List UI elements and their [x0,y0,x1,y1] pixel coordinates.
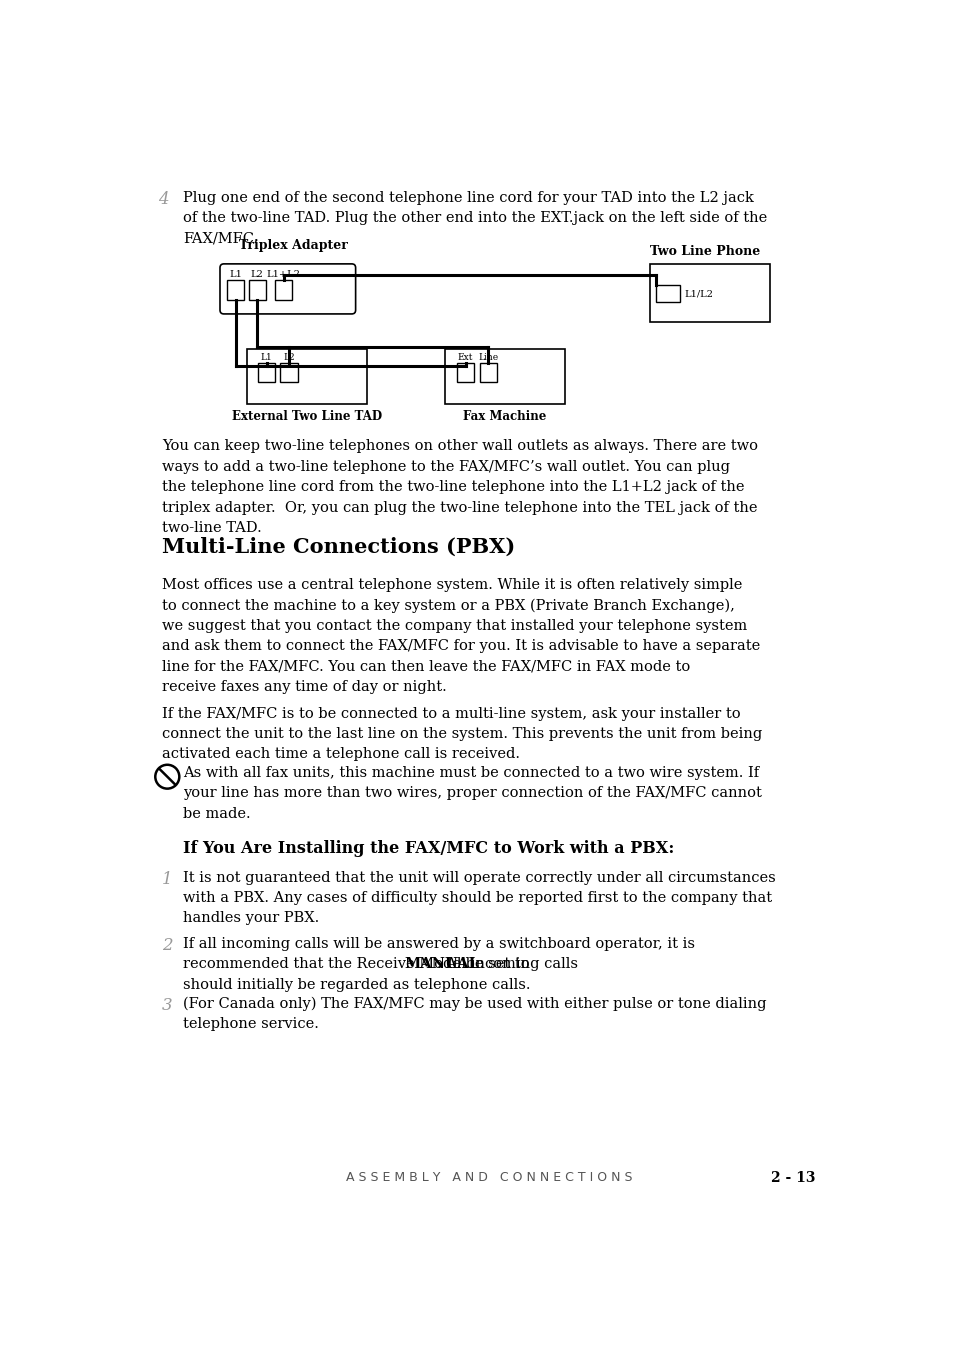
Text: Most offices use a central telephone system. While it is often relatively simple: Most offices use a central telephone sys… [162,579,741,592]
Text: Triplex Adapter: Triplex Adapter [239,239,348,253]
Text: It is not guaranteed that the unit will operate correctly under all circumstance: It is not guaranteed that the unit will … [183,871,775,884]
Text: Plug one end of the second telephone line cord for your TAD into the L2 jack: Plug one end of the second telephone lin… [183,191,753,204]
Bar [479,364,497,383]
Text: If the FAX/MFC is to be connected to a multi-line system, ask your installer to: If the FAX/MFC is to be connected to a m… [162,707,740,721]
Text: should initially be regarded as telephone calls.: should initially be regarded as telephon… [183,977,530,991]
Text: to connect the machine to a key system or a PBX (Private Branch Exchange),: to connect the machine to a key system o… [162,599,734,612]
Bar [247,349,367,404]
Text: of the two-line TAD. Plug the other end into the EXT.jack on the left side of th: of the two-line TAD. Plug the other end … [183,211,766,226]
Text: telephone service.: telephone service. [183,1017,318,1032]
Text: (For Canada only) The FAX/MFC may be used with either pulse or tone dialing: (For Canada only) The FAX/MFC may be use… [183,996,765,1011]
Text: Two Line Phone: Two Line Phone [649,245,760,258]
Text: 2: 2 [162,937,172,955]
Text: with a PBX. Any cases of difficulty should be reported first to the company that: with a PBX. Any cases of difficulty shou… [183,891,771,904]
Text: line for the FAX/MFC. You can then leave the FAX/MFC in FAX mode to: line for the FAX/MFC. You can then leave… [162,660,689,673]
Text: the telephone line cord from the two-line telephone into the L1+L2 jack of the: the telephone line cord from the two-lin… [162,480,743,495]
Text: receive faxes any time of day or night.: receive faxes any time of day or night. [162,680,446,694]
Text: External Two Line TAD: External Two Line TAD [232,410,382,423]
FancyBboxPatch shape [220,264,355,314]
Text: As with all fax units, this machine must be connected to a two wire system. If: As with all fax units, this machine must… [183,767,759,780]
Text: and ask them to connect the FAX/MFC for you. It is advisable to have a separate: and ask them to connect the FAX/MFC for … [162,639,760,653]
Bar [257,364,274,383]
Bar [655,285,679,303]
Bar [227,280,244,300]
Bar [274,280,292,300]
Text: we suggest that you contact the company that installed your telephone system: we suggest that you contact the company … [162,619,746,633]
Text: MANUAL: MANUAL [404,957,479,971]
Text: FAX/MFC.: FAX/MFC. [183,231,257,246]
Text: . All incoming calls: . All incoming calls [436,957,577,971]
Text: two-line TAD.: two-line TAD. [162,521,261,535]
Text: Ext: Ext [457,353,473,362]
Text: ways to add a two-line telephone to the FAX/MFC’s wall outlet. You can plug: ways to add a two-line telephone to the … [162,460,729,473]
Bar [444,349,564,404]
Text: If You Are Installing the FAX/MFC to Work with a PBX:: If You Are Installing the FAX/MFC to Wor… [183,840,674,857]
Text: Multi-Line Connections (PBX): Multi-Line Connections (PBX) [162,537,515,557]
Text: 2 - 13: 2 - 13 [770,1171,815,1184]
Text: handles your PBX.: handles your PBX. [183,911,318,926]
Text: activated each time a telephone call is received.: activated each time a telephone call is … [162,748,519,761]
Text: connect the unit to the last line on the system. This prevents the unit from bei: connect the unit to the last line on the… [162,727,761,741]
Text: 3: 3 [162,996,172,1014]
Text: L2: L2 [251,269,263,279]
Text: Line: Line [477,353,497,362]
Bar [249,280,266,300]
Text: 4: 4 [158,191,169,208]
Text: triplex adapter.  Or, you can plug the two-line telephone into the TEL jack of t: triplex adapter. Or, you can plug the tw… [162,500,757,515]
Bar [456,364,474,383]
Bar [649,264,769,322]
Text: You can keep two-line telephones on other wall outlets as always. There are two: You can keep two-line telephones on othe… [162,439,757,453]
Text: L1: L1 [260,353,273,362]
Text: recommended that the Receive Mode be set to: recommended that the Receive Mode be set… [183,957,534,971]
Text: 1: 1 [162,871,172,888]
Text: be made.: be made. [183,807,250,821]
Text: L1: L1 [229,269,242,279]
Text: your line has more than two wires, proper connection of the FAX/MFC cannot: your line has more than two wires, prope… [183,787,760,800]
Text: L1+L2: L1+L2 [266,269,300,279]
Text: Fax Machine: Fax Machine [462,410,546,423]
Text: If all incoming calls will be answered by a switchboard operator, it is: If all incoming calls will be answered b… [183,937,694,950]
Text: A S S E M B L Y   A N D   C O N N E C T I O N S: A S S E M B L Y A N D C O N N E C T I O … [345,1171,632,1184]
Bar [280,364,297,383]
Text: L2: L2 [283,353,294,362]
Text: L1/L2: L1/L2 [683,289,713,299]
